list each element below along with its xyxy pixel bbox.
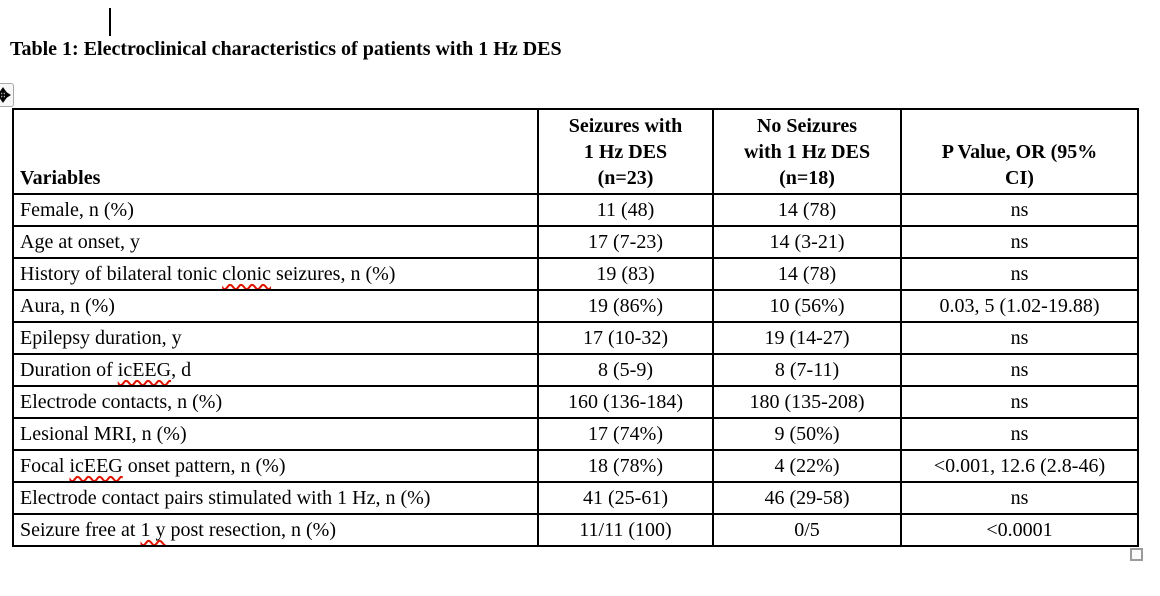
- p-value-cell[interactable]: <0.0001: [900, 513, 1139, 547]
- no-seizures-with-des-cell[interactable]: 14 (3-21): [712, 225, 902, 259]
- column-header-seizures-with-1hz-des[interactable]: Seizures with 1 Hz DES (n=23): [537, 108, 714, 195]
- variable-text: Age at onset, y: [20, 230, 140, 253]
- no-seizures-with-des-cell[interactable]: 46 (29-58): [712, 481, 902, 515]
- p-value-cell[interactable]: ns: [900, 193, 1139, 227]
- variable-cell[interactable]: Electrode contacts, n (%): [12, 385, 539, 419]
- variable-text: History of bilateral tonic: [20, 262, 223, 285]
- variable-text: Lesional MRI, n (%): [20, 422, 187, 445]
- no-seizures-with-des-cell[interactable]: 180 (135-208): [712, 385, 902, 419]
- p-value-cell[interactable]: ns: [900, 417, 1139, 451]
- header-line: (n=18): [779, 167, 835, 189]
- header-line: 1 Hz DES: [583, 141, 668, 163]
- seizures-with-des-cell[interactable]: 19 (83): [537, 257, 714, 291]
- table-caption[interactable]: Table 1: Electroclinical characteristics…: [10, 38, 562, 60]
- variable-text: Electrode contacts, n (%): [20, 390, 223, 413]
- variable-text: post resection, n (%): [165, 518, 336, 541]
- no-seizures-with-des-cell[interactable]: 4 (22%): [712, 449, 902, 483]
- variable-cell[interactable]: Aura, n (%): [12, 289, 539, 323]
- seizures-with-des-cell[interactable]: 41 (25-61): [537, 481, 714, 515]
- variable-cell[interactable]: Seizure free at 1 y post resection, n (%…: [12, 513, 539, 547]
- table-row: Seizure free at 1 y post resection, n (%…: [12, 513, 1139, 547]
- p-value-cell[interactable]: ns: [900, 321, 1139, 355]
- header-line: with 1 Hz DES: [743, 141, 871, 163]
- header-line: No Seizures: [756, 115, 858, 137]
- variable-text: , d: [171, 358, 192, 381]
- header-line: (n=23): [597, 167, 654, 189]
- variable-text: Electrode contact pairs stimulated with …: [20, 486, 431, 509]
- seizures-with-des-cell[interactable]: 17 (74%): [537, 417, 714, 451]
- variable-cell[interactable]: Electrode contact pairs stimulated with …: [12, 481, 539, 515]
- seizures-with-des-cell[interactable]: 160 (136-184): [537, 385, 714, 419]
- variable-cell[interactable]: Age at onset, y: [12, 225, 539, 259]
- misspelled-text: icEEG: [117, 358, 172, 381]
- header-line: CI): [1005, 167, 1034, 189]
- header-line: Seizures with: [568, 115, 683, 137]
- table-row: Age at onset, y 17 (7-23) 14 (3-21) ns: [12, 225, 1139, 259]
- table-header-row: Variables Seizures with 1 Hz DES (n=23) No S…: [12, 108, 1139, 195]
- move-cross-arrows-icon: [0, 87, 11, 103]
- table-row: Focal icEEG onset pattern, n (%) 18 (78%)…: [12, 449, 1139, 483]
- p-value-cell[interactable]: ns: [900, 385, 1139, 419]
- table-row: Aura, n (%) 19 (86%) 10 (56%) 0.03, 5 (1.02…: [12, 289, 1139, 323]
- seizures-with-des-cell[interactable]: 17 (7-23): [537, 225, 714, 259]
- variable-cell[interactable]: Female, n (%): [12, 193, 539, 227]
- column-header-variables[interactable]: Variables: [12, 108, 539, 195]
- variable-text: Epilepsy duration, y: [20, 326, 182, 349]
- column-header-no-seizures-with-1hz-des[interactable]: No Seizures with 1 Hz DES (n=18): [712, 108, 902, 195]
- p-value-cell[interactable]: 0.03, 5 (1.02-19.88): [900, 289, 1139, 323]
- no-seizures-with-des-cell[interactable]: 19 (14-27): [712, 321, 902, 355]
- variable-cell[interactable]: Duration of icEEG, d: [12, 353, 539, 387]
- variable-text: seizures, n (%): [271, 262, 396, 285]
- seizures-with-des-cell[interactable]: 11/11 (100): [537, 513, 714, 547]
- no-seizures-with-des-cell[interactable]: 0/5: [712, 513, 902, 547]
- seizures-with-des-cell[interactable]: 17 (10-32): [537, 321, 714, 355]
- p-value-cell[interactable]: ns: [900, 353, 1139, 387]
- variable-text: Focal: [20, 454, 70, 477]
- seizures-with-des-cell[interactable]: 11 (48): [537, 193, 714, 227]
- seizures-with-des-cell[interactable]: 8 (5-9): [537, 353, 714, 387]
- variable-text: Duration of: [20, 358, 118, 381]
- header-line: Variables: [20, 167, 101, 189]
- table-move-handle[interactable]: [0, 83, 14, 107]
- variable-text: Seizure free at: [20, 518, 141, 541]
- variable-text: onset pattern, n (%): [122, 454, 286, 477]
- p-value-cell[interactable]: ns: [900, 225, 1139, 259]
- p-value-cell[interactable]: <0.001, 12.6 (2.8-46): [900, 449, 1139, 483]
- variable-cell[interactable]: Lesional MRI, n (%): [12, 417, 539, 451]
- no-seizures-with-des-cell[interactable]: 14 (78): [712, 193, 902, 227]
- no-seizures-with-des-cell[interactable]: 9 (50%): [712, 417, 902, 451]
- no-seizures-with-des-cell[interactable]: 8 (7-11): [712, 353, 902, 387]
- table-row: Electrode contact pairs stimulated with …: [12, 481, 1139, 515]
- variable-cell[interactable]: Focal icEEG onset pattern, n (%): [12, 449, 539, 483]
- column-header-p-value-or-95ci[interactable]: P Value, OR (95% CI): [900, 108, 1139, 195]
- variable-cell[interactable]: History of bilateral tonic clonic seizur…: [12, 257, 539, 291]
- electroclinical-characteristics-table: Variables Seizures with 1 Hz DES (n=23) No S…: [12, 108, 1139, 547]
- table-row: Lesional MRI, n (%) 17 (74%) 9 (50%) ns: [12, 417, 1139, 451]
- misspelled-text: clonic: [222, 262, 272, 285]
- seizures-with-des-cell[interactable]: 19 (86%): [537, 289, 714, 323]
- table-row: History of bilateral tonic clonic seizur…: [12, 257, 1139, 291]
- header-line: P Value, OR (95%: [941, 141, 1098, 163]
- misspelled-text: 1 y: [140, 518, 166, 541]
- p-value-cell[interactable]: ns: [900, 257, 1139, 291]
- variable-text: Aura, n (%): [20, 294, 115, 317]
- table-resize-handle[interactable]: [1130, 548, 1143, 561]
- no-seizures-with-des-cell[interactable]: 14 (78): [712, 257, 902, 291]
- table-row: Epilepsy duration, y 17 (10-32) 19 (14-27)…: [12, 321, 1139, 355]
- variable-text: Female, n (%): [20, 198, 134, 221]
- variable-cell[interactable]: Epilepsy duration, y: [12, 321, 539, 355]
- text-caret: [109, 8, 111, 36]
- table-row: Electrode contacts, n (%) 160 (136-184) 18…: [12, 385, 1139, 419]
- no-seizures-with-des-cell[interactable]: 10 (56%): [712, 289, 902, 323]
- p-value-cell[interactable]: ns: [900, 481, 1139, 515]
- seizures-with-des-cell[interactable]: 18 (78%): [537, 449, 714, 483]
- table-row: Female, n (%) 11 (48) 14 (78) ns: [12, 193, 1139, 227]
- misspelled-text: icEEG: [69, 454, 123, 477]
